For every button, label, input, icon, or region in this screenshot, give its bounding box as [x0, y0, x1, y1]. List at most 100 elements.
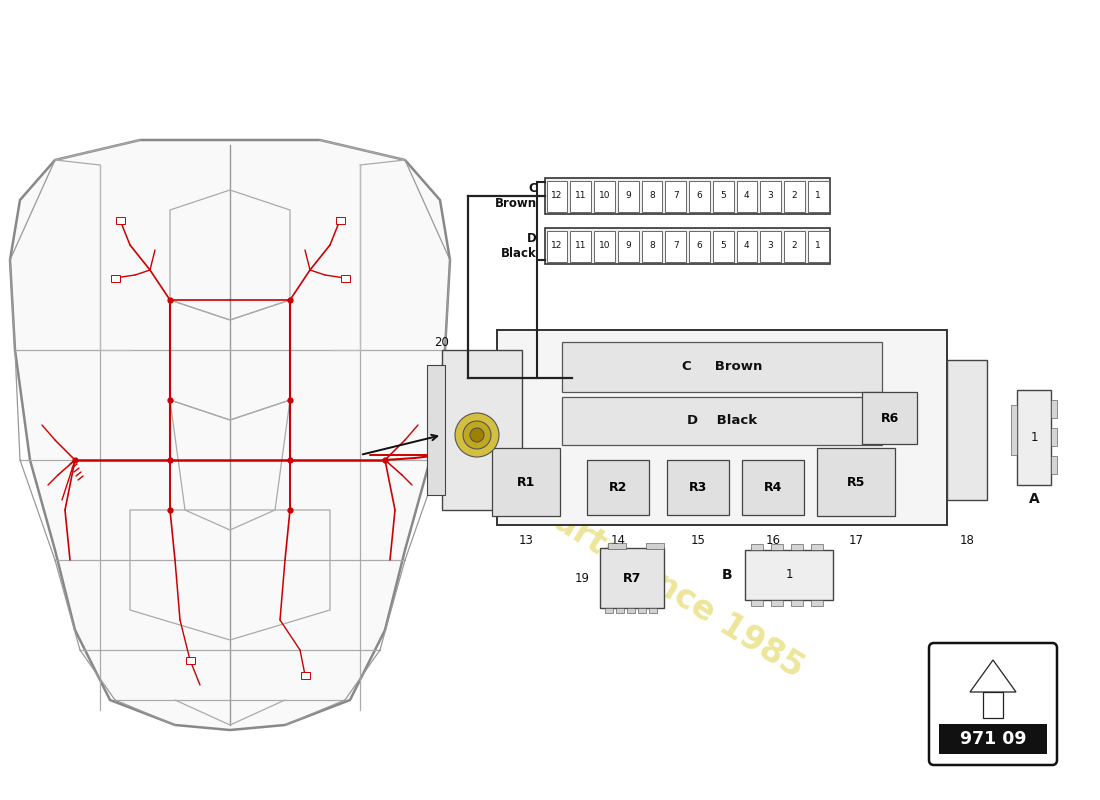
Text: 17: 17 — [848, 534, 864, 547]
Circle shape — [463, 421, 491, 449]
Text: 7: 7 — [673, 191, 679, 201]
Bar — [562, 342, 882, 392]
FancyBboxPatch shape — [930, 643, 1057, 765]
Bar — [811, 544, 823, 550]
Text: R3: R3 — [689, 481, 707, 494]
Text: 5: 5 — [720, 191, 726, 201]
Text: 971 09: 971 09 — [959, 730, 1026, 748]
Text: 19: 19 — [574, 571, 590, 585]
Bar — [862, 392, 917, 444]
Text: 1: 1 — [815, 242, 821, 250]
Text: R2: R2 — [608, 481, 627, 494]
Bar — [186, 657, 195, 663]
Text: 11: 11 — [575, 191, 586, 201]
Text: R7: R7 — [623, 571, 641, 585]
Text: C     Brown: C Brown — [682, 361, 762, 374]
Bar — [1050, 400, 1057, 418]
Text: 4: 4 — [744, 191, 750, 201]
Bar — [594, 230, 615, 262]
Bar — [947, 360, 987, 500]
Text: 2: 2 — [792, 191, 798, 201]
Text: 10: 10 — [598, 191, 611, 201]
Bar — [791, 544, 803, 550]
Text: 4: 4 — [744, 242, 750, 250]
Bar — [570, 230, 591, 262]
Text: D
Black: D Black — [502, 232, 537, 260]
Text: 9: 9 — [625, 191, 631, 201]
Bar — [570, 181, 591, 211]
Bar — [646, 543, 664, 549]
Bar — [745, 550, 833, 600]
Text: 9: 9 — [625, 242, 631, 250]
Text: 1: 1 — [785, 569, 793, 582]
Bar — [618, 181, 638, 211]
Text: 13: 13 — [518, 534, 534, 547]
Bar — [666, 181, 686, 211]
Bar — [649, 608, 657, 613]
Bar — [336, 217, 344, 223]
Bar — [587, 460, 649, 515]
Bar — [1050, 456, 1057, 474]
Bar — [547, 230, 568, 262]
Bar — [713, 181, 734, 211]
Bar — [983, 692, 1003, 718]
Bar — [811, 600, 823, 606]
Bar — [666, 230, 686, 262]
Text: 1: 1 — [815, 191, 821, 201]
Bar — [341, 274, 350, 282]
Bar — [689, 230, 710, 262]
Bar — [618, 230, 638, 262]
Bar — [751, 544, 763, 550]
Text: 8: 8 — [649, 242, 654, 250]
Bar — [939, 724, 1047, 754]
Bar — [641, 181, 662, 211]
Bar — [807, 181, 828, 211]
Bar — [600, 548, 664, 608]
Circle shape — [470, 428, 484, 442]
Bar — [817, 448, 895, 516]
Text: 16: 16 — [766, 534, 781, 547]
Text: 12: 12 — [551, 191, 562, 201]
Text: 15: 15 — [691, 534, 705, 547]
Bar — [544, 178, 830, 214]
Text: R5: R5 — [847, 475, 866, 489]
Text: 8: 8 — [649, 191, 654, 201]
Text: 18: 18 — [959, 534, 975, 547]
Bar — [497, 330, 947, 525]
Bar — [760, 230, 781, 262]
Bar — [771, 600, 783, 606]
Text: R4: R4 — [763, 481, 782, 494]
Text: 14: 14 — [610, 534, 626, 547]
Bar — [689, 181, 710, 211]
Bar — [751, 600, 763, 606]
Bar — [641, 230, 662, 262]
Bar — [1050, 428, 1057, 446]
Text: B: B — [722, 568, 733, 582]
Polygon shape — [970, 660, 1016, 692]
Bar — [742, 460, 804, 515]
Bar — [616, 608, 624, 613]
Text: R1: R1 — [517, 475, 536, 489]
Bar — [760, 181, 781, 211]
Bar — [784, 181, 805, 211]
Bar — [116, 217, 124, 223]
Text: C
Brown: C Brown — [495, 182, 537, 210]
Bar — [784, 230, 805, 262]
Text: 5: 5 — [720, 242, 726, 250]
Bar — [627, 608, 635, 613]
Bar — [1011, 405, 1018, 455]
Text: 2: 2 — [792, 242, 798, 250]
Text: 3: 3 — [768, 191, 773, 201]
Bar — [608, 543, 626, 549]
Bar — [667, 460, 729, 515]
Text: A: A — [1028, 492, 1040, 506]
Text: a passion for parts since 1985: a passion for parts since 1985 — [310, 356, 810, 684]
Bar — [791, 600, 803, 606]
Bar — [442, 350, 522, 510]
Text: R6: R6 — [880, 411, 899, 425]
Bar — [547, 181, 568, 211]
Bar — [594, 181, 615, 211]
Bar — [492, 448, 560, 516]
Bar — [737, 230, 757, 262]
Text: 6: 6 — [696, 242, 702, 250]
